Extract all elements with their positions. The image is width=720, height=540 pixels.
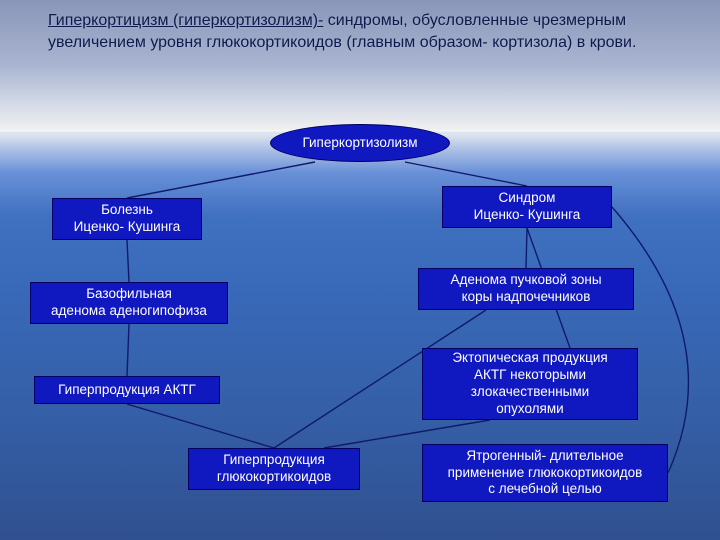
- node-rightB: Аденома пучковой зоныкоры надпочечников: [418, 268, 634, 310]
- page-title: Гиперкортицизм (гиперкортизолизм)- синдр…: [48, 10, 680, 53]
- edge-leftB-leftC: [127, 324, 129, 376]
- node-leftA: БолезньИценко- Кушинга: [52, 198, 202, 240]
- edge-leftC-bottomL: [127, 404, 274, 448]
- node-bottomL: Гиперпродукцияглюкокортикоидов: [188, 448, 360, 490]
- node-rightA: СиндромИценко- Кушинга: [442, 186, 612, 228]
- edge-root-rightA: [405, 162, 527, 186]
- edge-rightA-rightB: [526, 228, 527, 268]
- node-rightC: Эктопическая продукцияАКТГ некоторымизло…: [422, 348, 638, 420]
- title-underlined: Гиперкортицизм (гиперкортизолизм)-: [48, 12, 323, 29]
- node-bottomR: Ятрогенный- длительноеприменение глюкоко…: [422, 444, 668, 502]
- edge-leftA-leftB: [127, 240, 129, 282]
- node-leftB: Базофильнаяаденома аденогипофиза: [30, 282, 228, 324]
- edge-root-leftA: [127, 162, 315, 198]
- node-leftC: Гиперпродукция АКТГ: [34, 376, 220, 404]
- node-root: Гиперкортизолизм: [270, 124, 450, 162]
- edge-rightA-bottomR: [612, 207, 688, 473]
